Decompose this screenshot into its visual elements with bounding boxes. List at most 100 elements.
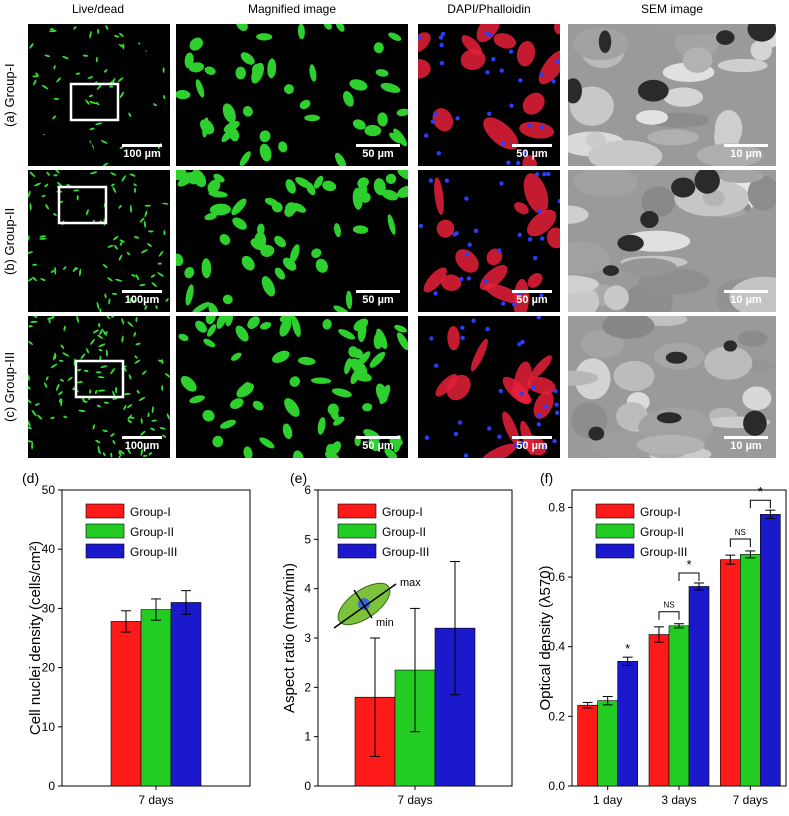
y-tick-label: 0.4 [548, 640, 565, 654]
bar-group-ii [740, 554, 761, 787]
scale-bar-label: 10 µm [730, 294, 762, 306]
micrograph-magnified-group2: 50 µm [176, 170, 408, 312]
scale-bar: 10 µm [724, 290, 768, 306]
row-label-group1: (a) Group-I [2, 63, 17, 127]
legend-label: Group-III [382, 545, 429, 559]
bar-group-i [577, 704, 598, 787]
header-live-dead: Live/dead [71, 2, 125, 16]
scale-bar: 50 µm [356, 436, 400, 452]
scale-bar: 50 µm [512, 144, 552, 160]
chart-optical-density: 0.0 0.2 0.4 0.6 0.8 Optical density (λ570) 1 d… [537, 484, 787, 807]
legend-swatch [85, 503, 125, 519]
panel-letter-f: (f) [540, 470, 554, 486]
scale-bar: 100µm [122, 290, 162, 306]
y-tick-label: 0.6 [548, 570, 565, 584]
chart-cell-nuclei-density: 0 10 20 30 40 50 Cell nuclei density (cells/cm… [27, 483, 251, 807]
legend-label: Group-II [382, 525, 426, 539]
scale-bar-label: 100µm [124, 294, 160, 306]
bar-group-iii [688, 586, 710, 787]
legend-label: Group-I [130, 505, 171, 519]
scale-bar: 50 µm [512, 290, 552, 306]
bar-group-iii [170, 602, 202, 787]
legend-swatch [595, 543, 635, 559]
bar-group-ii [597, 700, 618, 787]
scale-bar-label: 50 µm [516, 440, 548, 452]
panel-letter-e: (e) [290, 470, 308, 486]
scale-bar-label: 50 µm [362, 440, 394, 452]
inset-label-min: min [376, 617, 394, 629]
y-tick-label: 0 [48, 779, 55, 793]
significance-ns: NS [735, 528, 746, 537]
y-tick-label: 1 [304, 730, 311, 744]
x-tick-label: 7 days [733, 793, 768, 807]
y-tick-label: 0 [304, 779, 311, 793]
row-label-group3: (c) Group-III [2, 351, 17, 423]
bar-group-i [648, 634, 670, 787]
scale-bar: 50 µm [356, 290, 400, 306]
y-tick-label: 0.8 [548, 500, 565, 514]
y-axis-label: Aspect ratio (max/min) [281, 563, 298, 713]
y-tick-label: 6 [304, 483, 311, 497]
scale-bar-label: 50 µm [362, 148, 394, 160]
y-axis-label: Optical density (λ570) [537, 565, 554, 710]
micrograph-magnified-group1: 50 µm [176, 24, 408, 166]
y-tick-label: 20 [42, 661, 56, 675]
significance-bracket [729, 538, 751, 547]
scale-bar: 100µm [122, 436, 162, 452]
significance-ns: NS [663, 601, 674, 610]
significance-star: * [758, 484, 763, 499]
row-label-group2: (b) Group-II [2, 207, 17, 275]
bar-group-i [110, 621, 142, 787]
scale-bar-label: 100 µm [123, 148, 161, 160]
y-tick-label: 3 [304, 631, 311, 645]
scale-bar-label: 50 µm [362, 294, 394, 306]
micrograph-magnified-group3: 50 µm [176, 316, 408, 458]
x-tick-label: 7 days [138, 793, 173, 807]
scale-bar: 50 µm [512, 436, 552, 452]
legend-label: Group-III [130, 545, 177, 559]
y-tick-label: 10 [42, 720, 56, 734]
bar-group-ii [668, 625, 690, 787]
micrograph-livedead-group2: 100µm [28, 170, 170, 312]
micrograph-sem-group3: 10 µm [568, 316, 776, 458]
legend-swatch [595, 523, 635, 539]
legend-label: Group-I [382, 505, 423, 519]
legend-swatch [595, 503, 635, 519]
legend-label: Group-I [640, 505, 681, 519]
legend-swatch [337, 543, 377, 559]
scale-bar-label: 50 µm [516, 148, 548, 160]
x-tick-label: 3 days [661, 793, 696, 807]
micrograph-dapi-group2: 50 µm [418, 170, 560, 312]
significance-star: * [686, 557, 691, 572]
significance-bracket [678, 572, 700, 581]
y-tick-label: 0.0 [548, 779, 565, 793]
y-tick-label: 0.2 [548, 709, 565, 723]
micrograph-sem-group1: 10 µm [568, 24, 776, 166]
significance-bracket [658, 611, 680, 620]
y-tick-label: 2 [304, 680, 311, 694]
significance-bracket [749, 499, 771, 509]
header-dapi: DAPI/Phalloidin [447, 2, 531, 16]
micrograph-sem-group2: 10 µm [568, 170, 776, 312]
y-tick-label: 4 [304, 582, 311, 596]
panel-letter-d: (d) [22, 470, 40, 486]
micrograph-dapi-group3: 50 µm [418, 316, 560, 458]
legend-swatch [337, 503, 377, 519]
micrograph-dapi-group1: 50 µm [418, 24, 560, 166]
scale-bar: 10 µm [724, 144, 768, 160]
y-tick-label: 30 [42, 601, 56, 615]
y-axis-label: Cell nuclei density (cells/cm²) [27, 541, 44, 735]
bar-group-i [720, 559, 741, 787]
legend-label: Group-II [130, 525, 174, 539]
scale-bar: 100 µm [122, 144, 162, 160]
y-tick-label: 5 [304, 532, 311, 546]
micrograph-livedead-group1: 100 µm [28, 24, 170, 166]
x-tick-label: 1 day [593, 793, 622, 807]
legend-swatch [85, 543, 125, 559]
bar-group-iii [617, 661, 638, 787]
y-tick-label: 40 [42, 542, 56, 556]
header-magnified: Magnified image [247, 2, 337, 16]
legend-label: Group-II [640, 525, 684, 539]
legend-label: Group-III [640, 545, 687, 559]
scale-bar-label: 10 µm [730, 148, 762, 160]
